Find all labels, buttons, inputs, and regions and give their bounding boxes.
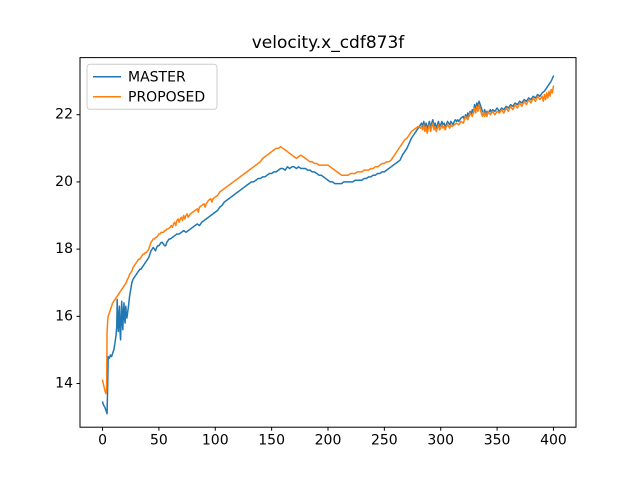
y-tick-label: 16 [55, 308, 73, 324]
y-tick-label: 14 [55, 376, 73, 392]
series-lines [101, 75, 555, 415]
legend-proposed-label: PROPOSED [128, 90, 205, 106]
x-tick-label: 300 [427, 432, 454, 448]
x-axis: 0 50 100 150 200 250 300 350 400 [98, 427, 567, 448]
x-tick-label: 50 [150, 432, 168, 448]
x-tick-label: 150 [258, 432, 285, 448]
x-tick-label: 200 [315, 432, 342, 448]
y-axis: 14 16 18 20 22 [55, 107, 80, 392]
y-tick-label: 22 [55, 107, 73, 123]
x-tick-label: 400 [540, 432, 567, 448]
x-tick-label: 0 [98, 432, 107, 448]
proposed-series-line [101, 85, 555, 395]
x-tick-label: 100 [202, 432, 229, 448]
y-tick-label: 20 [55, 174, 73, 190]
y-tick-label: 18 [55, 241, 73, 257]
legend: MASTER PROPOSED [86, 63, 218, 110]
legend-box [86, 63, 218, 110]
chart-title: velocity.x_cdf873f [252, 33, 406, 53]
x-tick-label: 350 [484, 432, 511, 448]
x-tick-label: 250 [371, 432, 398, 448]
legend-master-label: MASTER [128, 70, 186, 86]
